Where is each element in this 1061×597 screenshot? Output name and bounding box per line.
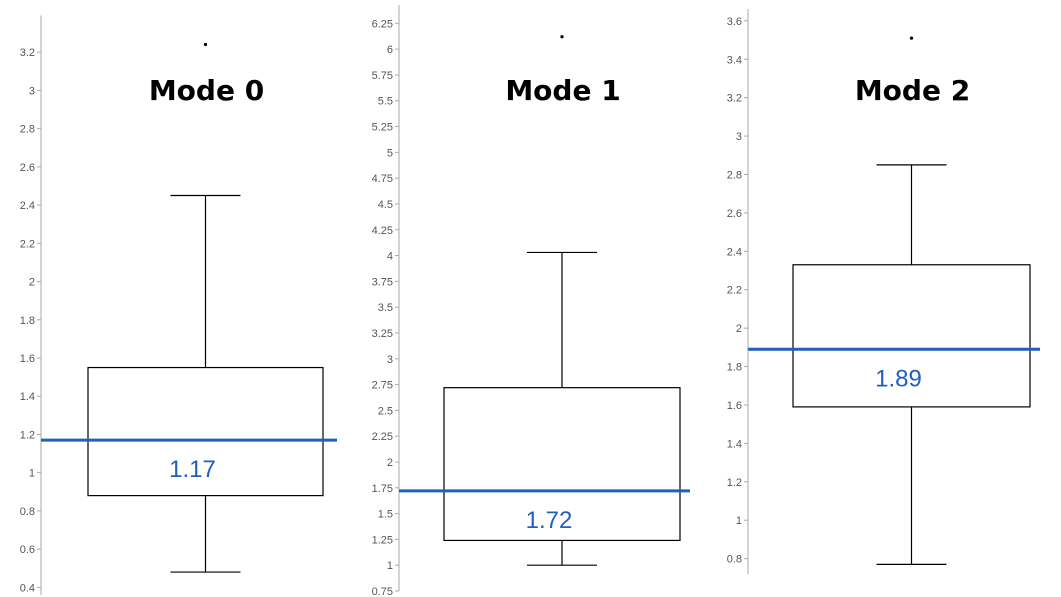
y-tick-label: 1.75 <box>372 483 393 495</box>
iqr-box <box>792 264 1031 408</box>
y-tick-label: 5.5 <box>378 96 393 108</box>
y-tick-label: 2.5 <box>378 405 393 417</box>
y-tick-label: 0.8 <box>727 554 742 566</box>
y-tick-label: 6.25 <box>372 18 393 30</box>
y-tick-label: 4.25 <box>372 225 393 237</box>
y-tick-label: 2.4 <box>727 246 742 258</box>
y-tick-label: 1.4 <box>20 391 35 403</box>
y-tick-label: 2 <box>736 323 742 335</box>
y-tick-label: 3.4 <box>727 54 742 66</box>
y-tick-label: 5.25 <box>372 122 393 134</box>
y-tick-label: 1 <box>29 468 35 480</box>
y-tick-label: 3 <box>736 131 742 143</box>
y-tick-label: 0.75 <box>372 586 393 597</box>
y-tick-label: 3.6 <box>727 16 742 28</box>
y-tick-label: 3.75 <box>372 276 393 288</box>
y-tick-label: 1 <box>736 515 742 527</box>
y-tick-label: 5.75 <box>372 70 393 82</box>
y-tick-label: 3.2 <box>20 47 35 59</box>
iqr-box <box>87 366 324 497</box>
y-tick-label: 3 <box>29 85 35 97</box>
y-tick-label: 2 <box>387 457 393 469</box>
y-tick-label: 4.5 <box>378 199 393 211</box>
y-tick-label: 1.25 <box>372 534 393 546</box>
iqr-box <box>443 387 681 542</box>
y-tick-label: 5 <box>387 147 393 159</box>
y-tick-label: 1.6 <box>20 353 35 365</box>
y-tick-label: 1.4 <box>727 438 742 450</box>
y-tick-label: 2.75 <box>372 380 393 392</box>
y-tick-label: 3 <box>387 354 393 366</box>
y-tick-label: 1.6 <box>727 400 742 412</box>
panel-title: Mode 1 <box>505 74 620 107</box>
y-tick-label: 1.2 <box>20 429 35 441</box>
y-tick-label: 1.5 <box>378 509 393 521</box>
y-tick-label: 2.2 <box>727 285 742 297</box>
y-tick-label: 4.75 <box>372 173 393 185</box>
y-tick-label: 1.8 <box>20 315 35 327</box>
y-tick-label: 3.25 <box>372 328 393 340</box>
median-value-label: 1.89 <box>875 365 922 392</box>
y-tick-label: 2.4 <box>20 200 35 212</box>
y-tick-label: 2.6 <box>727 208 742 220</box>
y-tick-label: 0.6 <box>20 544 35 556</box>
panel-title: Mode 0 <box>149 74 264 107</box>
y-tick-label: 2.8 <box>727 169 742 181</box>
y-tick-label: 2.6 <box>20 162 35 174</box>
median-value-label: 1.72 <box>526 507 573 534</box>
y-tick-label: 0.4 <box>20 582 35 594</box>
y-tick-label: 1.8 <box>727 362 742 374</box>
y-tick-label: 2.25 <box>372 431 393 443</box>
panel-title: Mode 2 <box>855 74 970 107</box>
y-tick-label: 0.8 <box>20 506 35 518</box>
outlier-point <box>909 36 914 40</box>
y-tick-label: 1 <box>387 560 393 572</box>
y-tick-label: 4 <box>387 251 393 263</box>
y-tick-label: 3.5 <box>378 302 393 314</box>
outlier-point <box>560 35 564 39</box>
y-tick-label: 6 <box>387 44 393 56</box>
y-tick-label: 2.8 <box>20 124 35 136</box>
y-tick-label: 2 <box>29 277 35 289</box>
y-tick-label: 3.2 <box>727 93 742 105</box>
median-value-label: 1.17 <box>169 456 216 483</box>
y-tick-label: 2.2 <box>20 238 35 250</box>
outlier-point <box>203 42 208 47</box>
y-tick-label: 1.2 <box>727 477 742 489</box>
